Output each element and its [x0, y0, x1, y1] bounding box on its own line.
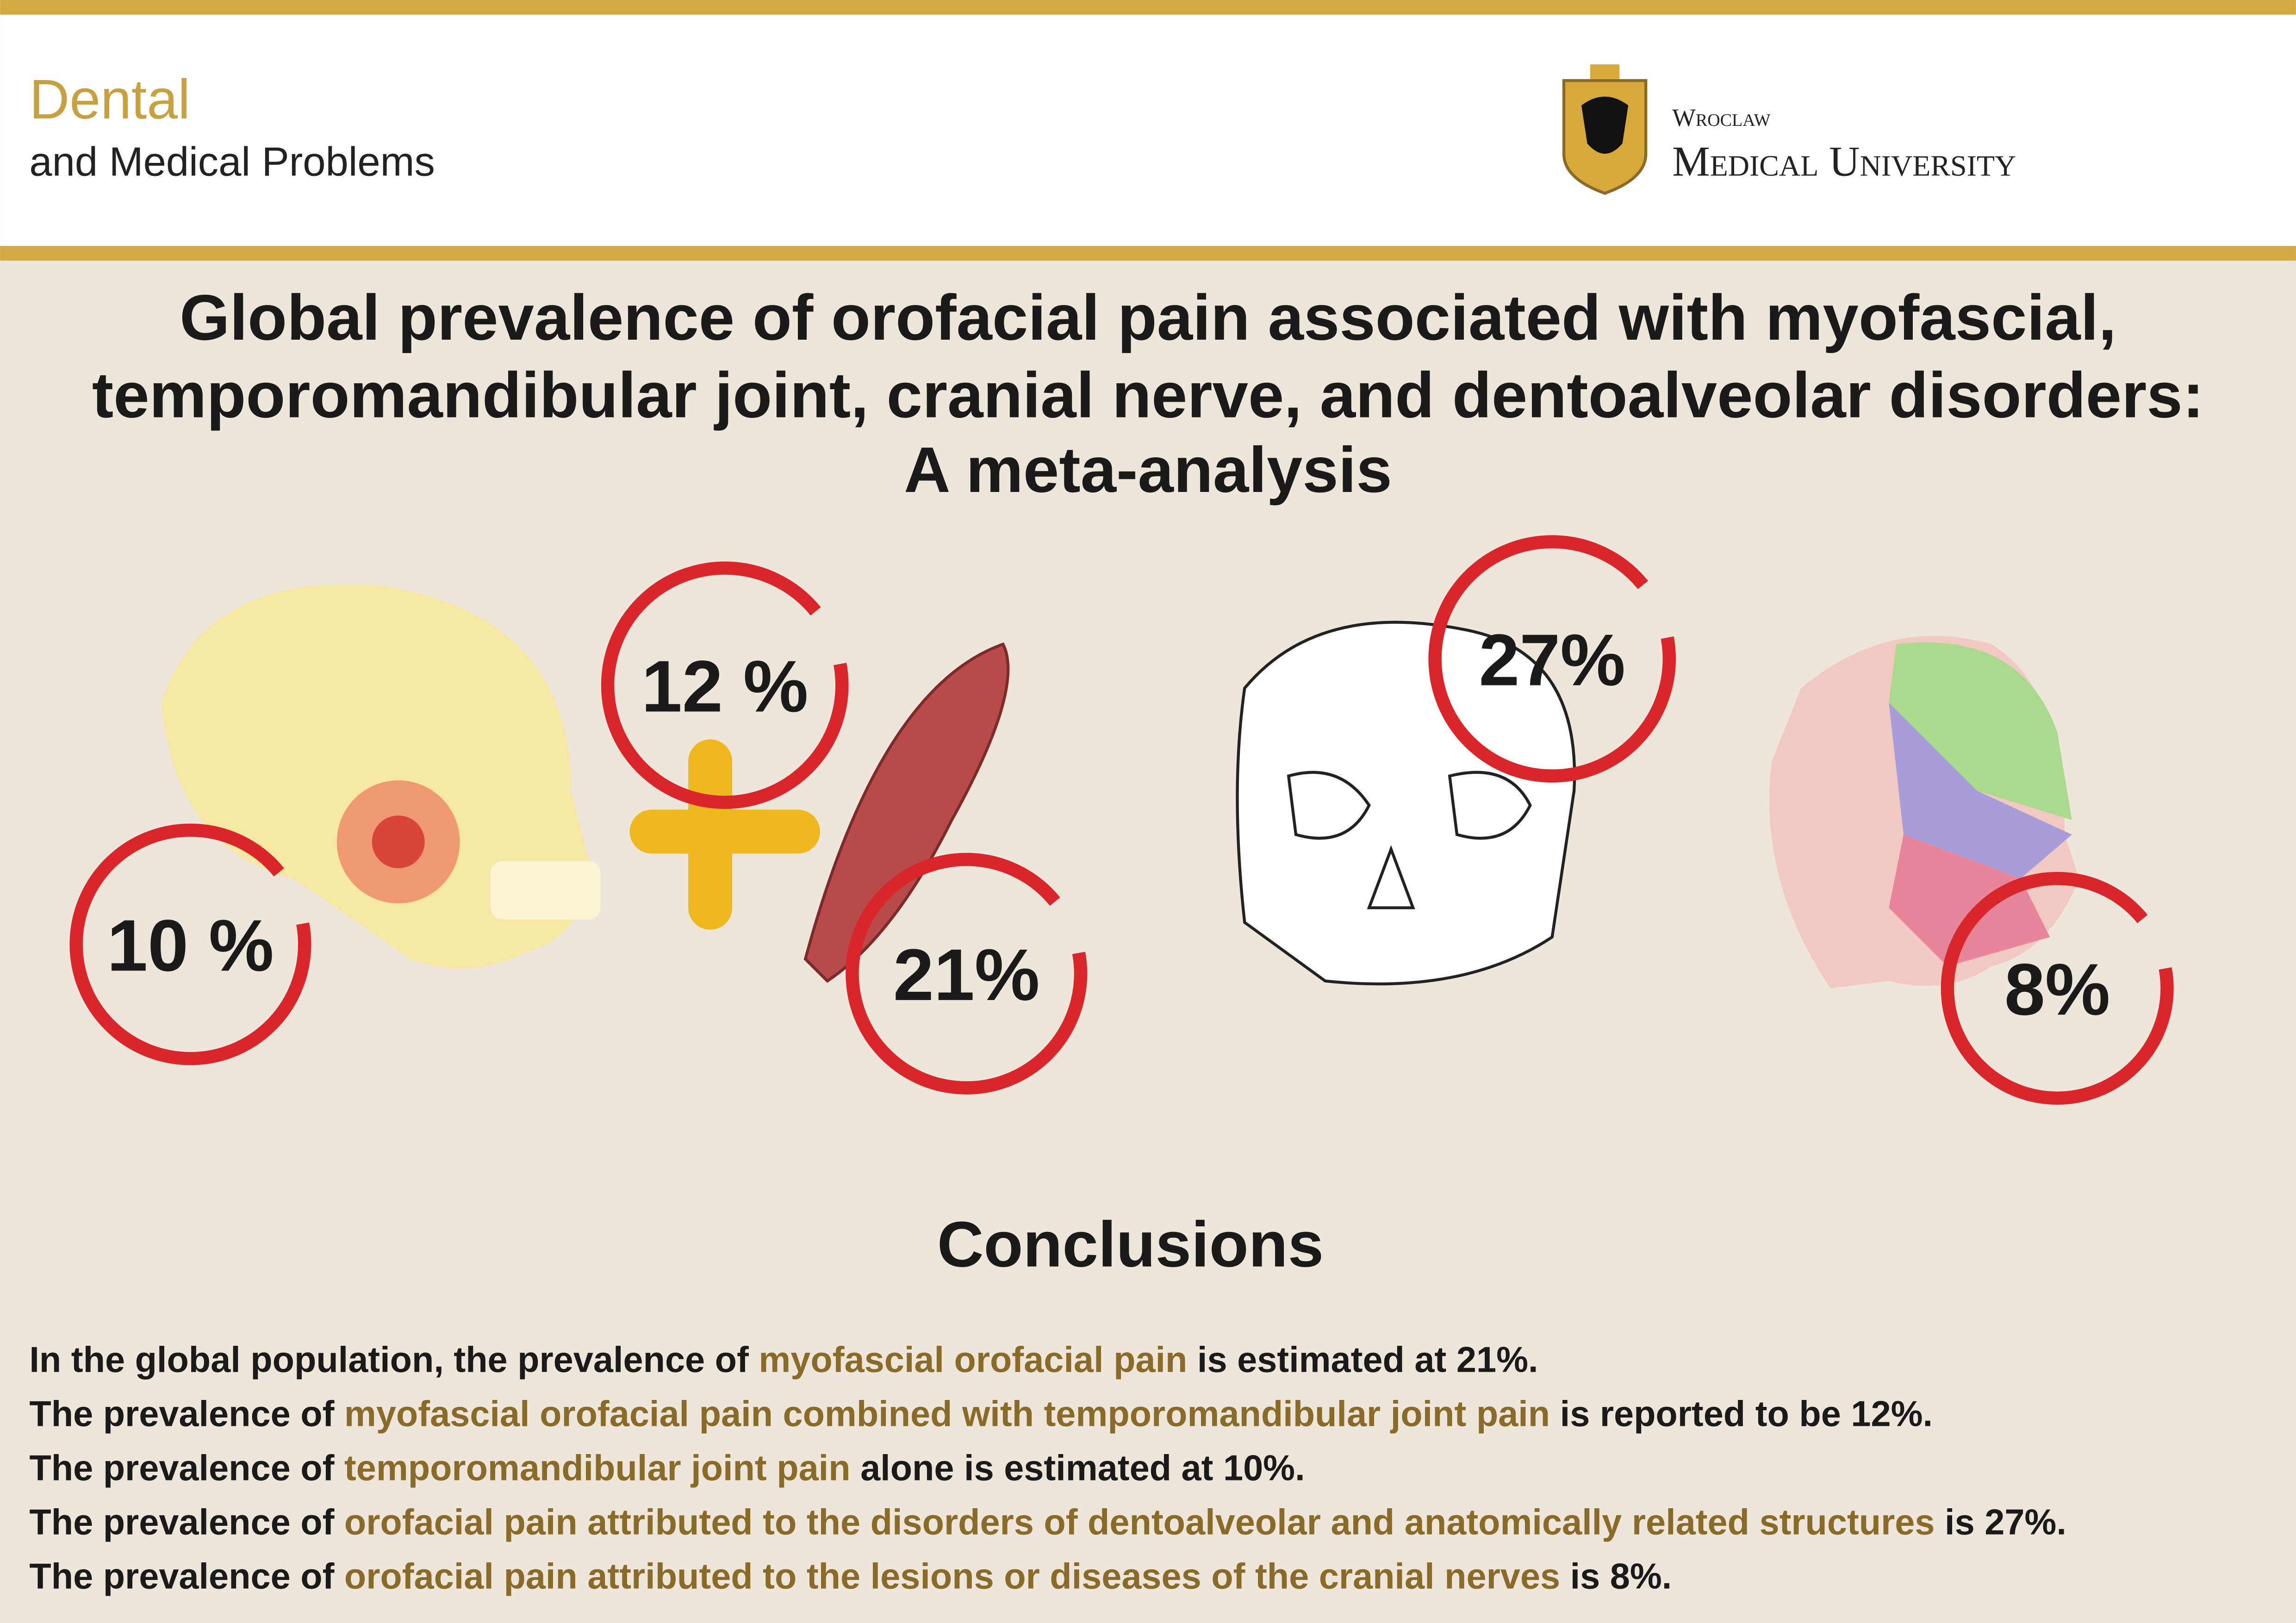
title-line: temporomandibular joint, cranial nerve, … [92, 360, 2204, 431]
journal-title: Dental [29, 68, 190, 131]
stat-label: 21% [893, 934, 1040, 1016]
conclusions: In the global population, the prevalence… [29, 1340, 2066, 1596]
stat-label: 10 % [107, 905, 274, 987]
conclusion-text: is 8%. [1560, 1557, 1672, 1597]
conclusion-highlight: myofascial orofacial pain [759, 1340, 1187, 1380]
title: Global prevalence of orofacial pain asso… [92, 282, 2204, 506]
conclusion-highlight: orofacial pain attributed to the disorde… [344, 1503, 1935, 1542]
nerve-zone-2 [1889, 703, 2072, 879]
conclusion-text: The prevalence of [29, 1394, 344, 1434]
conclusion-text: alone is estimated at 10%. [851, 1449, 1305, 1488]
conclusion-line: In the global population, the prevalence… [29, 1340, 1538, 1380]
conclusion-highlight: orofacial pain attributed to the lesions… [344, 1557, 1560, 1597]
university-crest [1562, 64, 1648, 195]
conclusion-text: The prevalence of [29, 1557, 344, 1597]
stat-ring [846, 852, 1088, 1094]
nerve-zone-1 [1889, 642, 2072, 820]
journal-subtitle: and Medical Problems [29, 139, 435, 185]
conclusion-highlight: myofascial orofacial pain combined with … [344, 1394, 1550, 1434]
conclusion-line: The prevalence of temporomandibular join… [29, 1449, 1305, 1488]
title-line: A meta-analysis [904, 434, 1392, 506]
conclusion-text: is estimated at 21%. [1187, 1340, 1538, 1380]
header-band [0, 0, 2296, 246]
header-rule [0, 246, 2296, 261]
conclusion-text: The prevalence of [29, 1503, 344, 1542]
stat-label: 12 % [641, 646, 809, 728]
conclusion-text: is reported to be 12%. [1550, 1394, 1933, 1434]
stat-label: 27% [1479, 619, 1625, 701]
stat-label: 8% [2004, 948, 2110, 1030]
stat-ring [1941, 872, 2174, 1105]
conclusion-line: The prevalence of orofacial pain attribu… [29, 1557, 1672, 1597]
stat-ring [69, 823, 311, 1065]
teeth [490, 861, 601, 920]
conclusion-text: In the global population, the prevalence… [29, 1340, 759, 1380]
pain-core [372, 815, 425, 869]
conclusion-text: The prevalence of [29, 1449, 344, 1488]
conclusion-text: is 27%. [1935, 1503, 2066, 1542]
skull-details [1287, 771, 1532, 909]
line-skull [1236, 621, 1576, 986]
muscle [803, 642, 1010, 983]
plus-sign [629, 739, 820, 930]
skull-shape [161, 584, 593, 969]
conclusion-line: The prevalence of orofacial pain attribu… [29, 1503, 2066, 1542]
conclusion-line: The prevalence of myofascial orofacial p… [29, 1394, 1933, 1434]
title-line: Global prevalence of orofacial pain asso… [180, 282, 2116, 354]
university-name-small: Wroclaw [1672, 104, 1770, 131]
stats: 10 % 12 % 21% 27% 8% [69, 535, 2174, 1105]
stat-ring [1428, 535, 1676, 783]
conclusion-highlight: temporomandibular joint pain [344, 1449, 851, 1488]
top-rule [0, 0, 2296, 15]
conclusions-heading: Conclusions [937, 1209, 1324, 1281]
stat-ring [601, 561, 849, 809]
nerve-zone-3 [1889, 834, 2050, 967]
university-name-large: Medical University [1672, 138, 2016, 185]
